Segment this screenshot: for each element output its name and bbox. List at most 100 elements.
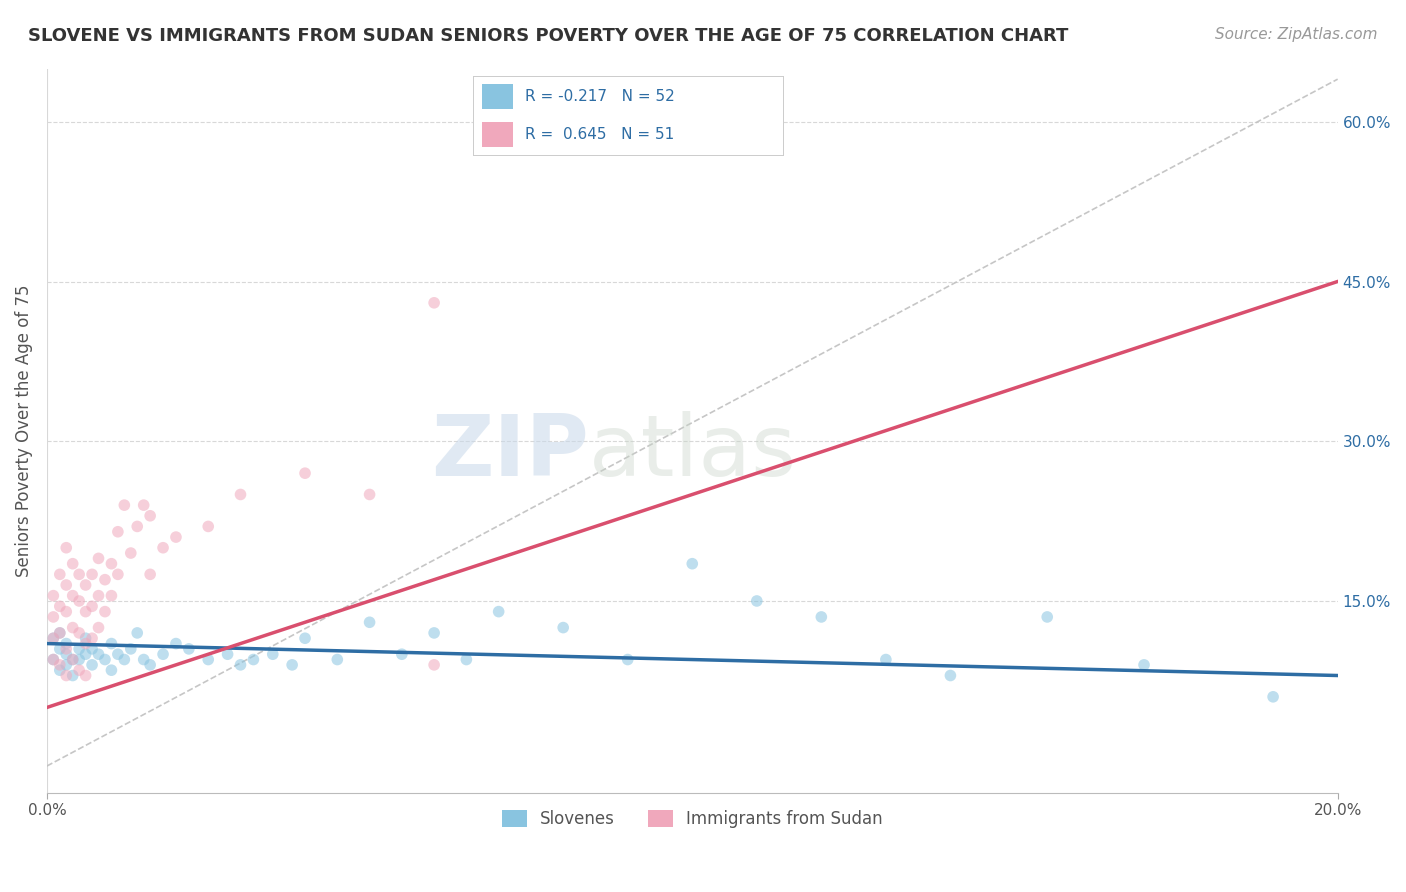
Point — [87, 647, 110, 661]
Point — [165, 530, 187, 544]
Point — [294, 632, 316, 646]
Point — [456, 652, 478, 666]
Point — [197, 519, 219, 533]
Point — [42, 632, 65, 646]
Point — [229, 487, 252, 501]
Point — [107, 647, 129, 661]
Point — [67, 652, 90, 666]
Point — [67, 663, 90, 677]
Point — [55, 541, 77, 555]
Point — [139, 657, 162, 672]
Point — [1036, 610, 1059, 624]
Point — [107, 567, 129, 582]
Point — [94, 573, 117, 587]
Point — [1261, 690, 1284, 704]
Text: SLOVENE VS IMMIGRANTS FROM SUDAN SENIORS POVERTY OVER THE AGE OF 75 CORRELATION : SLOVENE VS IMMIGRANTS FROM SUDAN SENIORS… — [28, 27, 1069, 45]
Point — [359, 487, 381, 501]
Point — [262, 647, 284, 661]
Point — [42, 652, 65, 666]
Point — [488, 605, 510, 619]
Point — [132, 498, 155, 512]
Point — [100, 636, 122, 650]
Point — [132, 652, 155, 666]
Point — [55, 657, 77, 672]
Point — [49, 657, 72, 672]
Point — [553, 621, 575, 635]
Point — [197, 652, 219, 666]
Point — [75, 578, 97, 592]
Point — [49, 663, 72, 677]
Point — [42, 652, 65, 666]
Point — [326, 652, 349, 666]
Point — [75, 647, 97, 661]
Point — [217, 647, 239, 661]
Point — [681, 557, 703, 571]
Point — [423, 657, 446, 672]
Point — [62, 668, 84, 682]
Point — [359, 615, 381, 630]
Point — [55, 605, 77, 619]
Point — [75, 636, 97, 650]
Point — [177, 641, 200, 656]
Point — [42, 632, 65, 646]
Point — [75, 605, 97, 619]
Point — [67, 641, 90, 656]
Point — [94, 605, 117, 619]
Point — [391, 647, 413, 661]
Point — [875, 652, 897, 666]
Point — [139, 567, 162, 582]
Point — [87, 589, 110, 603]
Point — [80, 599, 103, 614]
Text: atlas: atlas — [589, 411, 797, 494]
Point — [67, 626, 90, 640]
Point — [80, 641, 103, 656]
Point — [67, 567, 90, 582]
Point — [55, 636, 77, 650]
Point — [87, 551, 110, 566]
Point — [87, 621, 110, 635]
Point — [152, 541, 174, 555]
Point — [139, 508, 162, 523]
Point — [127, 519, 149, 533]
Point — [55, 578, 77, 592]
Point — [294, 466, 316, 480]
Point — [55, 647, 77, 661]
Point — [423, 295, 446, 310]
Point — [939, 668, 962, 682]
Legend: Slovenes, Immigrants from Sudan: Slovenes, Immigrants from Sudan — [495, 804, 890, 835]
Point — [62, 621, 84, 635]
Point — [120, 546, 142, 560]
Point — [75, 632, 97, 646]
Point — [80, 632, 103, 646]
Point — [107, 524, 129, 539]
Point — [242, 652, 264, 666]
Point — [281, 657, 304, 672]
Point — [229, 657, 252, 672]
Point — [42, 610, 65, 624]
Point — [62, 652, 84, 666]
Point — [62, 589, 84, 603]
Point — [49, 567, 72, 582]
Point — [67, 594, 90, 608]
Point — [745, 594, 768, 608]
Point — [42, 589, 65, 603]
Point — [616, 652, 638, 666]
Point — [49, 641, 72, 656]
Text: ZIP: ZIP — [432, 411, 589, 494]
Point — [55, 668, 77, 682]
Point — [1133, 657, 1156, 672]
Point — [80, 657, 103, 672]
Point — [423, 626, 446, 640]
Point — [810, 610, 832, 624]
Point — [112, 652, 135, 666]
Point — [75, 668, 97, 682]
Point — [100, 663, 122, 677]
Text: Source: ZipAtlas.com: Source: ZipAtlas.com — [1215, 27, 1378, 42]
Point — [55, 641, 77, 656]
Point — [49, 626, 72, 640]
Point — [112, 498, 135, 512]
Point — [152, 647, 174, 661]
Point — [127, 626, 149, 640]
Point — [100, 557, 122, 571]
Point — [165, 636, 187, 650]
